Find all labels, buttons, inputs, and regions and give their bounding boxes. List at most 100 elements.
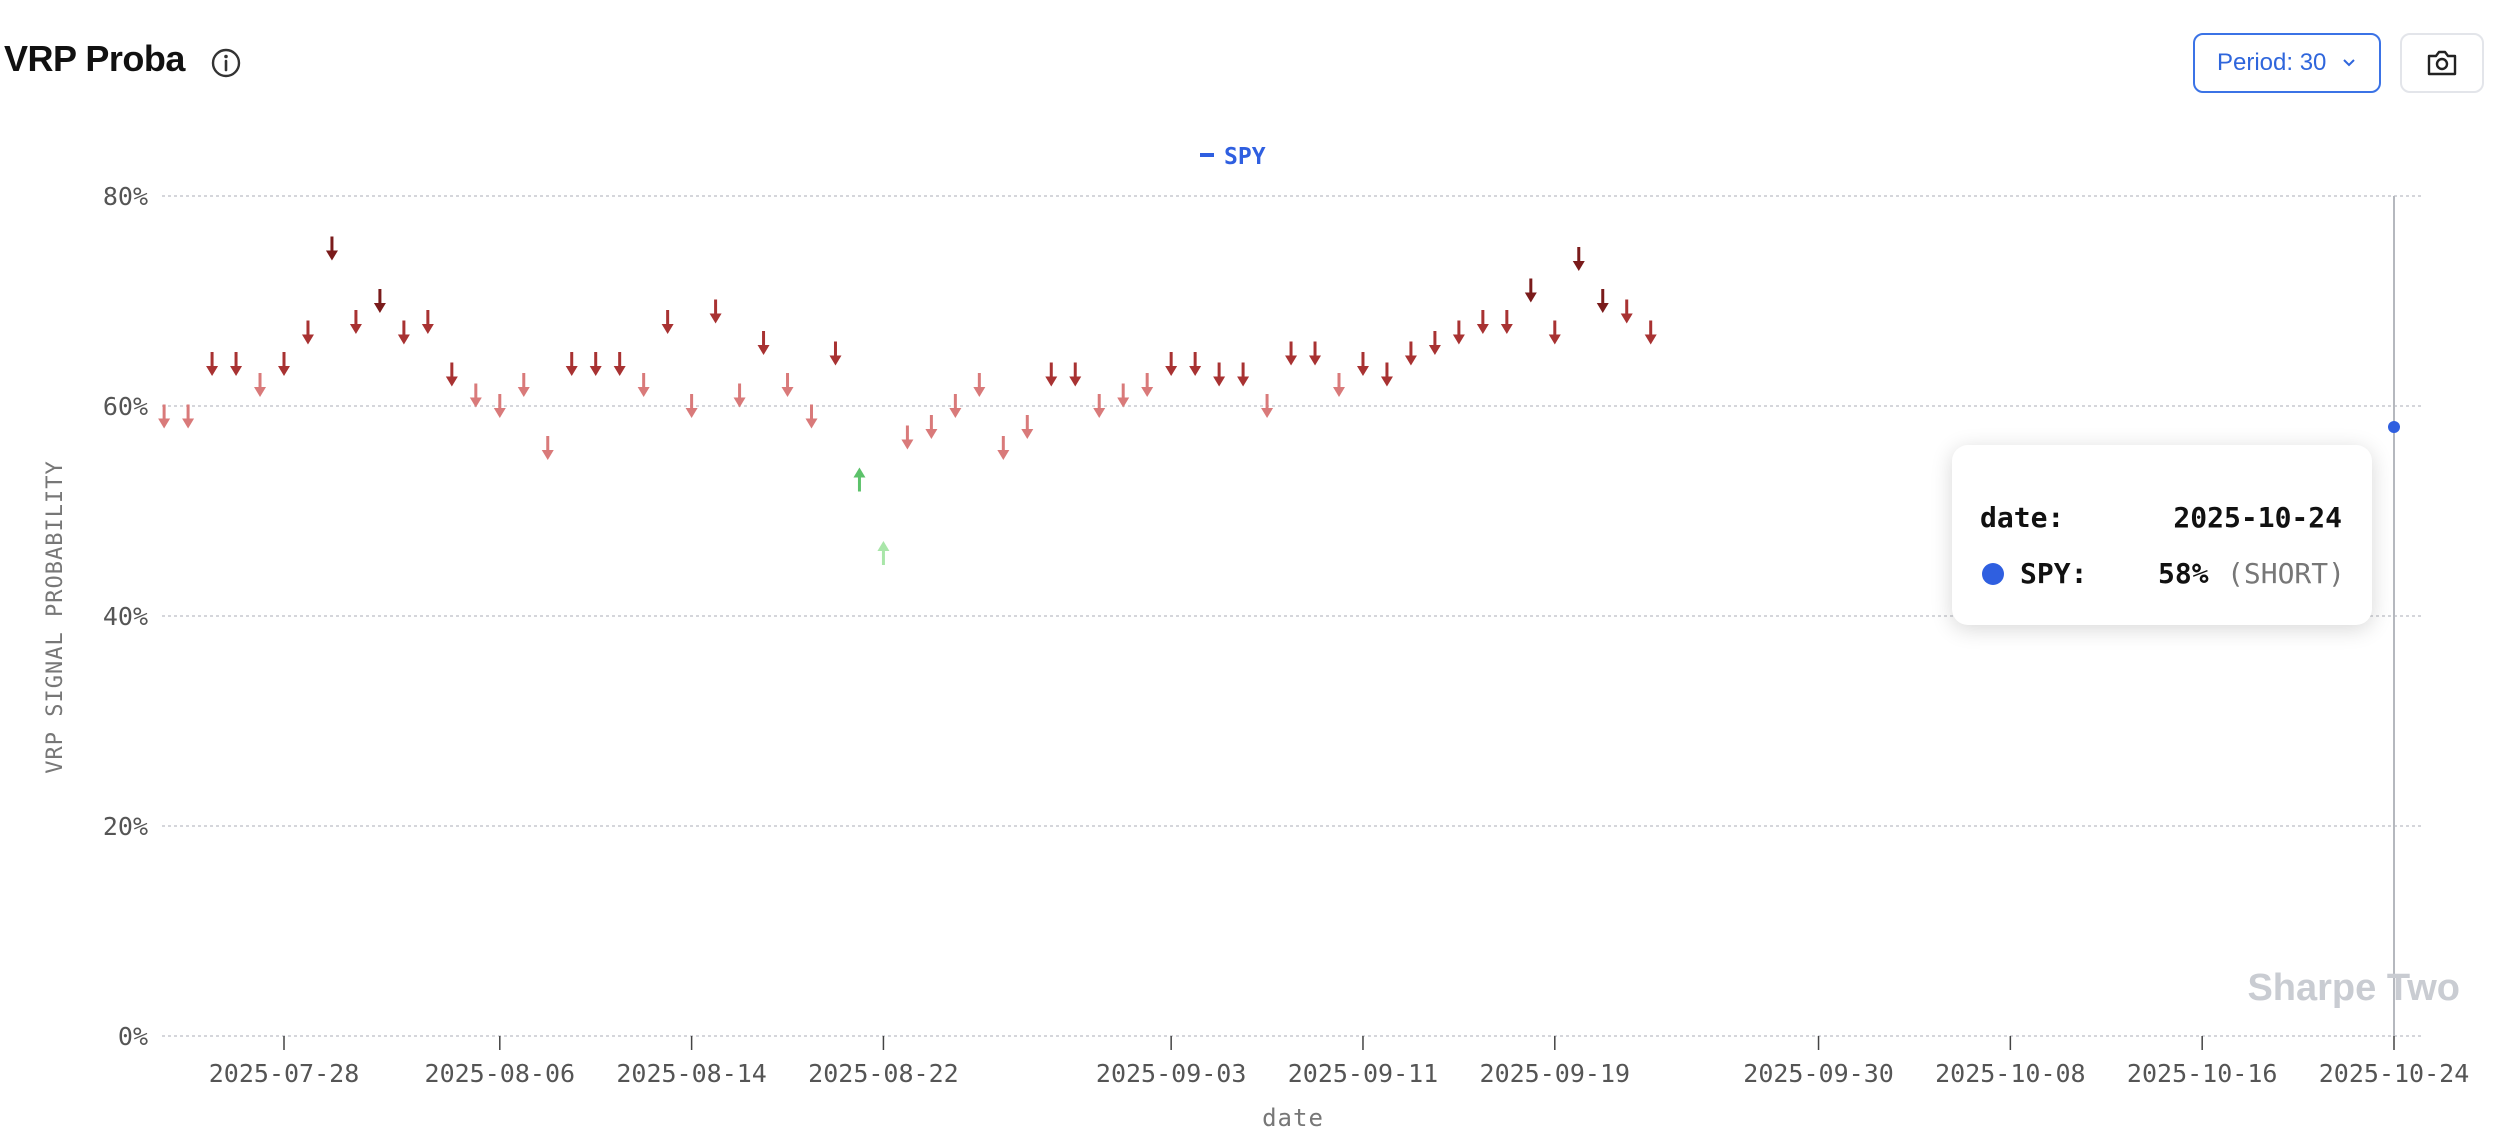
long-arrow-point[interactable] [853, 467, 866, 492]
short-arrow-point[interactable] [1045, 362, 1058, 387]
short-arrow-point[interactable] [1620, 299, 1633, 324]
short-arrow-point[interactable] [805, 404, 818, 429]
short-arrow-point[interactable] [1572, 247, 1585, 271]
x-axis-ticks: 2025-07-28 2025-08-06 2025-08-14 2025-08-22… [209, 1036, 2470, 1088]
short-arrow-point[interactable] [1093, 394, 1106, 418]
short-arrow-point[interactable] [973, 373, 986, 397]
tooltip-date-label: date: [1980, 501, 2065, 534]
short-arrow-point[interactable] [925, 415, 938, 439]
tooltip-series-label: SPY: [2020, 557, 2088, 590]
short-arrow-point[interactable] [254, 373, 267, 397]
short-arrow-point[interactable] [206, 352, 219, 376]
short-arrow-point[interactable] [493, 394, 506, 418]
short-arrow-point[interactable] [829, 341, 842, 366]
period-label: Period: 30 [2217, 49, 2327, 76]
tooltip-series-dot [1982, 563, 2004, 585]
short-arrow-point[interactable] [1021, 415, 1034, 439]
short-arrow-point[interactable] [1237, 362, 1250, 387]
short-arrow-point[interactable] [158, 404, 171, 429]
y-tick-label: 20% [103, 812, 148, 841]
y-tick-label: 80% [103, 182, 148, 211]
short-arrow-point[interactable] [1404, 341, 1417, 366]
legend-entry-spy[interactable]: SPY [1224, 144, 1266, 170]
short-arrow-point[interactable] [733, 383, 746, 408]
chart-header: VRP Proba Period: 30 [0, 0, 2512, 130]
tooltip-signal: (SHORT) [2227, 557, 2346, 590]
short-arrow-point[interactable] [278, 352, 290, 376]
short-arrow-point[interactable] [637, 373, 650, 397]
x-axis-title: date [1262, 1104, 1324, 1132]
camera-button[interactable] [2400, 33, 2484, 93]
x-tick-label: 2025-10-24 [2319, 1059, 2470, 1088]
short-arrow-point[interactable] [373, 289, 386, 313]
short-arrow-point[interactable] [182, 404, 195, 429]
tooltip: date: 2025-10-24 SPY: 58% (SHORT) [1952, 445, 2372, 625]
long-arrow-point[interactable] [877, 541, 890, 565]
short-arrow-point[interactable] [301, 320, 314, 345]
short-arrow-point[interactable] [1309, 341, 1322, 366]
short-arrow-point[interactable] [757, 331, 770, 355]
short-arrow-point[interactable] [1428, 331, 1441, 355]
short-arrow-point[interactable] [1189, 352, 1202, 376]
x-tick-label: 2025-09-03 [1096, 1059, 1247, 1088]
data-point-highlighted[interactable] [2388, 421, 2400, 433]
legend[interactable]: SPY [1200, 144, 1266, 170]
short-arrow-point[interactable] [1476, 310, 1489, 334]
short-arrow-point[interactable] [589, 352, 602, 376]
x-tick-label: 2025-08-06 [425, 1059, 576, 1088]
short-arrow-point[interactable] [517, 373, 530, 397]
short-arrow-point[interactable] [1380, 362, 1393, 387]
short-arrow-point[interactable] [613, 352, 626, 376]
chevron-down-icon [2343, 59, 2355, 67]
short-arrow-point[interactable] [469, 383, 482, 408]
short-arrow-point[interactable] [781, 373, 794, 397]
x-tick-label: 2025-10-08 [1935, 1059, 2086, 1088]
short-arrow-point[interactable] [1356, 352, 1369, 376]
short-arrow-point[interactable] [1069, 362, 1082, 387]
short-arrow-point[interactable] [421, 310, 434, 334]
short-arrow-point[interactable] [949, 394, 962, 418]
legend-swatch-spy [1200, 153, 1214, 157]
short-arrow-point[interactable] [1644, 320, 1657, 345]
short-arrow-point[interactable] [1213, 362, 1226, 387]
short-arrow-point[interactable] [661, 310, 674, 334]
short-arrow-point[interactable] [709, 299, 722, 324]
short-arrow-point[interactable] [230, 352, 243, 376]
y-tick-label: 60% [103, 392, 148, 421]
short-arrow-point[interactable] [1117, 383, 1130, 408]
vrp-proba-chart: 0%20%40%60%80% 2025-07-28 2025-08-06 2025-… [43, 144, 2470, 1132]
x-tick-label: 2025-07-28 [209, 1059, 360, 1088]
short-arrow-point[interactable] [1261, 394, 1274, 418]
short-arrow-point[interactable] [541, 436, 554, 460]
short-arrow-point[interactable] [1548, 320, 1561, 345]
watermark: Sharpe Two [2247, 967, 2460, 1009]
short-arrow-point[interactable] [685, 394, 698, 418]
short-arrow-point[interactable] [997, 436, 1010, 460]
short-arrow-point[interactable] [397, 320, 410, 345]
short-arrow-point[interactable] [1500, 310, 1513, 334]
camera-icon [2427, 50, 2457, 76]
short-arrow-point[interactable] [1596, 289, 1609, 313]
short-arrow-point[interactable] [325, 236, 338, 261]
tooltip-date-value: 2025-10-24 [2173, 501, 2342, 534]
x-tick-label: 2025-09-30 [1743, 1059, 1894, 1088]
short-arrow-point[interactable] [1141, 373, 1154, 397]
short-arrow-point[interactable] [565, 352, 578, 376]
x-tick-label: 2025-09-19 [1480, 1059, 1631, 1088]
short-arrow-point[interactable] [1165, 352, 1178, 376]
short-arrow-point[interactable] [349, 310, 362, 334]
period-select[interactable]: Period: 30 [2193, 33, 2381, 93]
y-axis-title: VRP SIGNAL PROBABILITY [43, 460, 68, 773]
short-arrow-point[interactable] [1524, 278, 1537, 303]
chart-area: 0% 20% 40% 60% 80% 2025-07-28 2025-08-06 2025-… [0, 130, 2512, 1148]
short-arrow-point[interactable] [1285, 341, 1298, 366]
short-arrow-point[interactable] [1333, 373, 1345, 397]
short-arrow-point[interactable] [901, 425, 914, 450]
short-arrow-point[interactable] [1452, 320, 1465, 345]
y-tick-label: 40% [103, 602, 148, 631]
x-tick-label: 2025-08-14 [616, 1059, 767, 1088]
x-tick-label: 2025-08-22 [808, 1059, 959, 1088]
short-arrow-point[interactable] [445, 362, 458, 387]
info-circle-icon[interactable] [210, 47, 242, 79]
grid-lines [162, 195, 2422, 1037]
